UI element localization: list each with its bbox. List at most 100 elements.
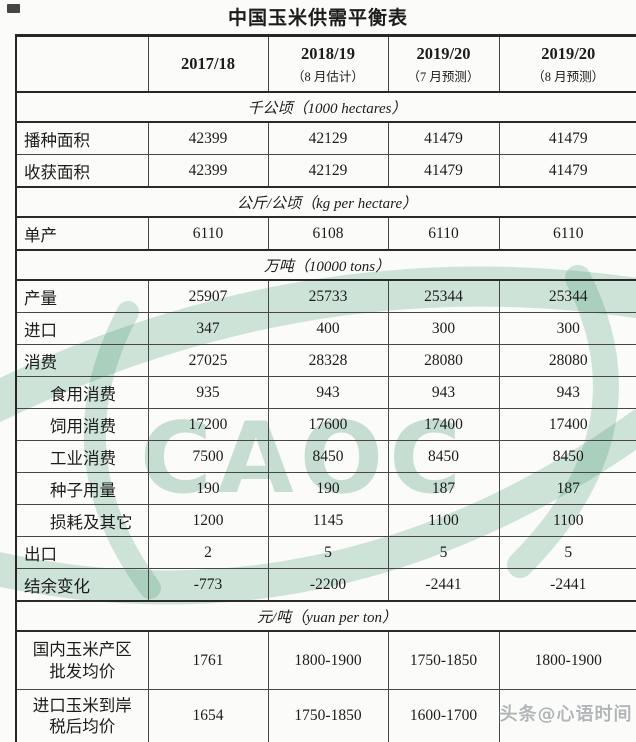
cell-value: 5 [268,537,388,569]
cell-value: 17600 [268,409,388,441]
section-row: 元/吨（yuan per ton） [16,601,636,631]
cell-value: 6110 [499,217,636,250]
cell-value: 17400 [499,409,636,441]
cell-value: 8450 [268,441,388,473]
row-label: 结余变化 [16,569,148,602]
cell-value: 25907 [148,280,268,313]
cell-value: 41479 [388,122,499,155]
section-label: 万吨（10000 tons） [16,250,636,280]
cell-value: 935 [148,377,268,409]
cell-value: 28080 [388,345,499,377]
cell-value: 25344 [388,280,499,313]
cell-value: 190 [148,473,268,505]
column-subtitle: （7 月预测） [389,66,499,85]
cell-value: 187 [499,473,636,505]
row-label: 工业消费 [16,441,148,473]
cell-value: 1145 [268,505,388,537]
cell-value: 25733 [268,280,388,313]
cell-value: 1200 [148,505,268,537]
column-header: 2017/18 [148,36,268,93]
row-label: 损耗及其它 [16,505,148,537]
section-label: 公斤/公顷（kg per hectare） [16,187,636,217]
cell-value: 42129 [268,122,388,155]
row-label: 种子用量 [16,473,148,505]
cell-value: 347 [148,313,268,345]
cell-value: 27025 [148,345,268,377]
cell-value: 8450 [388,441,499,473]
cell-value: 41479 [499,122,636,155]
cell-value: 1100 [499,505,636,537]
cell-value: 6108 [268,217,388,250]
table-row: 结余变化-773-2200-2441-2441 [16,569,636,602]
cell-value: 400 [268,313,388,345]
cell-value: 42129 [268,155,388,188]
section-label: 元/吨（yuan per ton） [16,601,636,631]
cell-value: 1750-1850 [268,690,388,742]
column-year: 2017/18 [149,54,268,74]
cell-value: -773 [148,569,268,602]
cell-value: 42399 [148,155,268,188]
row-label: 进口 [16,313,148,345]
row-label: 出口 [16,537,148,569]
column-year: 2019/20 [389,44,499,64]
column-header: 2019/20 （7 月预测） [388,36,499,93]
cell-value: -2200 [268,569,388,602]
row-label: 消费 [16,345,148,377]
cell-value: 8450 [499,441,636,473]
section-label: 千公顷（1000 hectares） [16,92,636,122]
cell-value: 1800-1900 [268,631,388,690]
row-label: 播种面积 [16,122,148,155]
row-label: 产量 [16,280,148,313]
cell-value: 1100 [388,505,499,537]
cell-value: 300 [499,313,636,345]
cell-value: 17400 [388,409,499,441]
corner-cell [16,36,148,93]
cell-value: 1600-1700 [388,690,499,742]
cell-value: 28328 [268,345,388,377]
cell-value: -2441 [388,569,499,602]
row-label: 食用消费 [16,377,148,409]
cell-value: 25344 [499,280,636,313]
row-label: 单产 [16,217,148,250]
column-subtitle: （8 月估计） [269,66,388,85]
cell-value: 943 [268,377,388,409]
column-header: 2019/20 （8 月预测） [499,36,636,93]
cell-value: 5 [499,537,636,569]
cell-value: 6110 [388,217,499,250]
cell-value: 1654 [148,690,268,742]
row-label: 进口玉米到岸 税后均价 [16,690,148,742]
row-label: 饲用消费 [16,409,148,441]
column-header: 2018/19 （8 月估计） [268,36,388,93]
cell-value: 41479 [388,155,499,188]
column-subtitle: （8 月预测） [500,66,636,85]
row-label: 国内玉米产区 批发均价 [16,631,148,690]
column-year: 2018/19 [269,44,388,64]
column-year: 2019/20 [500,44,636,64]
cell-value: 1761 [148,631,268,690]
cell-value: 6110 [148,217,268,250]
scan-artifact-mark [7,4,20,13]
cell-value: 943 [499,377,636,409]
cell-value: 1800-1900 [499,631,636,690]
cell-value: 2 [148,537,268,569]
cell-value: 7500 [148,441,268,473]
cell-value: -2441 [499,569,636,602]
cell-value: 17200 [148,409,268,441]
cell-value: 5 [388,537,499,569]
cell-value: 42399 [148,122,268,155]
cell-value: 41479 [499,155,636,188]
cell-value: 28080 [499,345,636,377]
